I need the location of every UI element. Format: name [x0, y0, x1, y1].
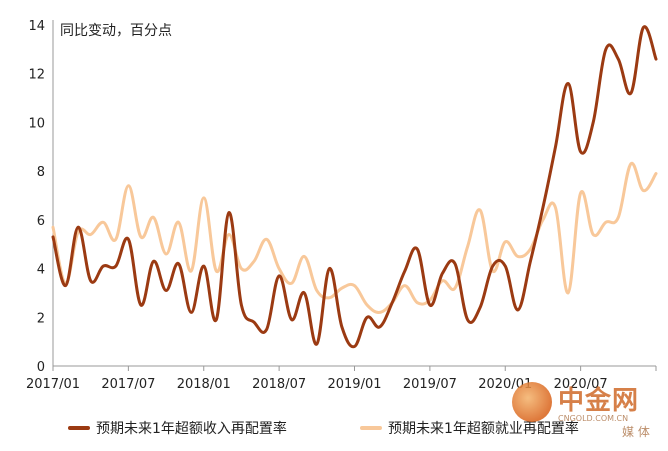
legend-item-employment: 预期未来1年超额就业再配置率	[360, 418, 579, 438]
chart-annotation: 同比变动，百分点	[60, 23, 172, 39]
y-tick-label: 14	[28, 19, 45, 34]
legend-item-income: 预期未来1年超额收入再配置率	[68, 418, 287, 438]
legend: 预期未来1年超额收入再配置率 预期未来1年超额就业再配置率	[0, 418, 668, 444]
x-tick-label: 2019/07	[403, 377, 457, 392]
series-line-income	[51, 25, 658, 349]
axes: 0 2 4 6 8 10 12 14 2017/01 2017/07 2018/01 2018/07 2…	[26, 19, 657, 392]
legend-label-income: 预期未来1年超额收入再配置率	[96, 421, 287, 437]
y-tick-label: 12	[28, 68, 45, 83]
y-tick-label: 4	[37, 263, 45, 278]
line-chart: 0 2 4 6 8 10 12 14 2017/01 2017/07 2018/01 2018/07 2…	[26, 19, 658, 392]
x-tick-label: 2018/01	[177, 377, 231, 392]
legend-label-employment: 预期未来1年超额就业再配置率	[388, 421, 579, 437]
watermark-sub: 媒 体	[622, 425, 650, 439]
watermark: 中金网 CNGOLD.COM.CN 媒 体	[512, 380, 662, 440]
y-tick-label: 8	[37, 165, 45, 180]
series-line-employment	[51, 162, 658, 314]
series-layer	[51, 25, 658, 349]
legend-swatch-income	[68, 426, 90, 430]
y-tick-label: 6	[37, 214, 45, 229]
legend-swatch-employment	[360, 426, 382, 430]
y-tick-label: 2	[37, 311, 45, 326]
x-tick-label: 2020/07	[554, 377, 608, 392]
watermark-logo-icon	[512, 382, 552, 422]
x-tick-label: 2019/01	[327, 377, 381, 392]
x-tick-label: 2017/07	[101, 377, 155, 392]
y-tick-label: 0	[37, 360, 45, 375]
watermark-name: 中金网	[558, 386, 640, 416]
watermark-url: CNGOLD.COM.CN	[558, 414, 629, 423]
x-tick-label: 2018/07	[252, 377, 306, 392]
y-tick-label: 10	[28, 116, 45, 131]
x-tick-label: 2017/01	[26, 377, 80, 392]
